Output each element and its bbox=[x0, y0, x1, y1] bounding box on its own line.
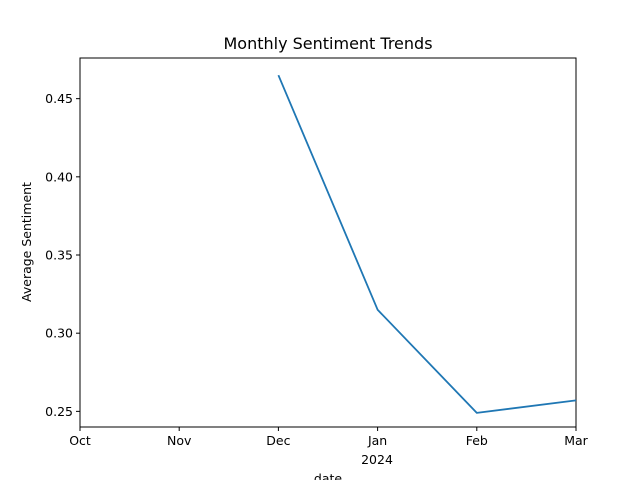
y-axis-ticks: 0.25 0.30 0.35 0.40 0.45 bbox=[45, 91, 80, 419]
y-tick-label: 0.45 bbox=[45, 91, 73, 106]
x-tick-label: Mar bbox=[564, 433, 588, 448]
x-axis-ticks: Oct Nov Dec Jan Feb Mar bbox=[69, 427, 589, 448]
series-layer bbox=[277, 74, 577, 414]
x-tick-label: Dec bbox=[266, 433, 290, 448]
x-tick-label: Jan bbox=[367, 433, 387, 448]
series-line bbox=[277, 74, 577, 414]
y-tick-label: 0.30 bbox=[45, 326, 73, 341]
plot-area bbox=[79, 57, 577, 428]
x-tick-label: Oct bbox=[69, 433, 91, 448]
x-axis-label: date bbox=[314, 471, 342, 480]
y-tick-label: 0.40 bbox=[45, 169, 73, 184]
chart-title: Monthly Sentiment Trends bbox=[223, 34, 432, 53]
y-tick-label: 0.25 bbox=[45, 404, 73, 419]
x-axis-year-label: 2024 bbox=[361, 452, 393, 467]
x-tick-label: Feb bbox=[466, 433, 488, 448]
y-axis-label: Average Sentiment bbox=[19, 182, 34, 302]
x-tick-label: Nov bbox=[167, 433, 192, 448]
y-tick-label: 0.35 bbox=[45, 248, 73, 263]
plot-frame bbox=[79, 57, 577, 428]
